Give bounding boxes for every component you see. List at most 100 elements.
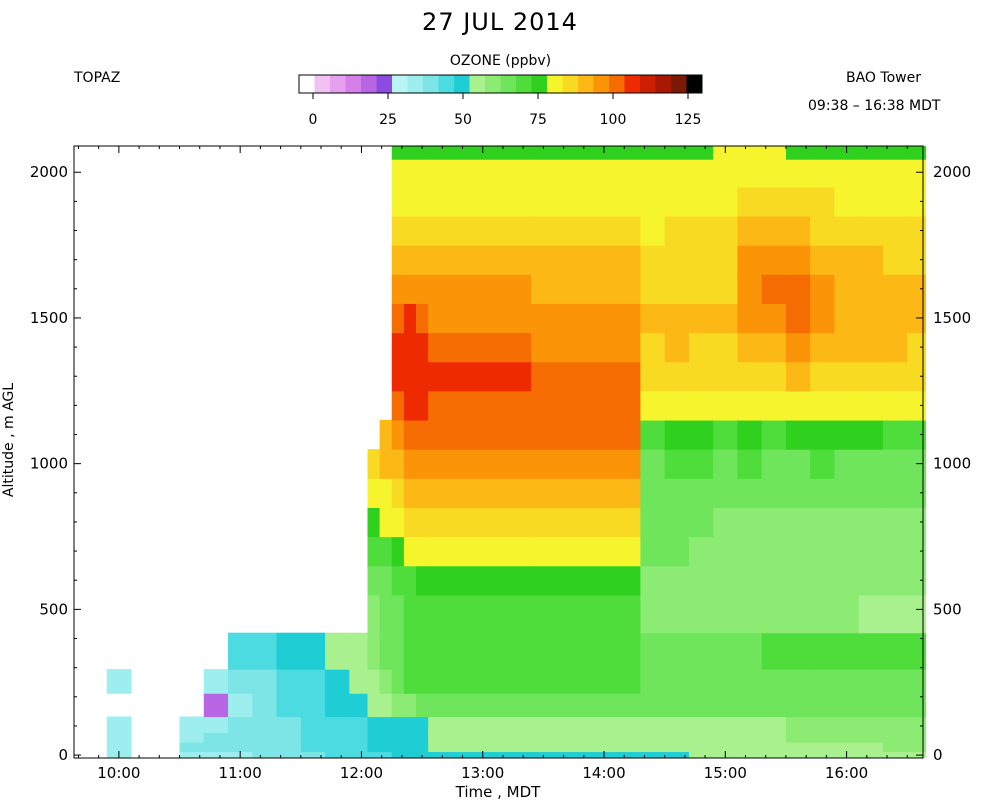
heatmap-cell: [688, 449, 714, 479]
heatmap-cell: [858, 565, 884, 596]
heatmap-cell: [403, 565, 417, 596]
heatmap-cell: [907, 186, 927, 217]
heatmap-cell: [367, 732, 381, 743]
heatmap-cell: [882, 215, 908, 246]
x-tick-label: 13:00: [461, 764, 504, 782]
heatmap-cell: [391, 390, 405, 421]
heatmap-cell: [761, 303, 787, 334]
heatmap-cell: [664, 594, 690, 634]
heatmap-cell: [882, 594, 908, 634]
heatmap-cell: [761, 361, 787, 392]
heatmap-cell: [416, 449, 429, 479]
heatmap-cell: [640, 332, 666, 363]
heatmap-cell: [252, 732, 278, 743]
heatmap-cell: [737, 632, 763, 670]
heatmap-cell: [688, 361, 714, 392]
heatmap-cell: [761, 186, 787, 217]
colorbar-swatch: [655, 75, 672, 93]
heatmap-cell: [403, 361, 417, 392]
heatmap-cell: [640, 632, 666, 670]
colorbar-tick-label: 100: [600, 112, 627, 128]
heatmap-cell: [640, 669, 666, 694]
heatmap-cell: [858, 478, 884, 508]
heatmap-cell: [416, 594, 429, 634]
heatmap-cell: [810, 361, 836, 392]
heatmap-cell: [428, 507, 532, 538]
heatmap-cell: [403, 332, 417, 363]
heatmap-cell: [203, 751, 229, 759]
colorbar-swatch: [454, 75, 470, 93]
heatmap-cell: [640, 303, 666, 334]
heatmap-cell: [228, 669, 253, 694]
heatmap-cell: [179, 741, 205, 753]
plot-frame: [73, 145, 924, 759]
heatmap-cell: [810, 146, 836, 160]
heatmap-cell: [907, 478, 927, 508]
heatmap-cell: [391, 215, 405, 246]
heatmap-cell: [761, 632, 787, 670]
heatmap-cell: [882, 507, 908, 538]
colorbar-swatch: [686, 75, 703, 93]
heatmap-cell: [640, 146, 666, 160]
heatmap-cell: [391, 361, 405, 392]
heatmap-cell: [367, 449, 381, 479]
heatmap-cell: [325, 751, 350, 759]
heatmap-cell: [834, 332, 860, 363]
x-tick-label: 12:00: [340, 764, 383, 782]
heatmap-cell: [325, 693, 350, 718]
heatmap-cell: [428, 478, 532, 508]
heatmap-cell: [664, 390, 690, 421]
heatmap-cell: [640, 751, 666, 759]
heatmap-cell: [349, 693, 369, 718]
heatmap-cell: [810, 390, 836, 421]
colorbar-swatch: [299, 75, 315, 93]
heatmap-cell: [713, 716, 739, 734]
heatmap-cell: [785, 594, 811, 634]
heatmap-cell: [179, 716, 205, 734]
heatmap-cell: [228, 732, 253, 743]
x-tick-label: 16:00: [825, 764, 868, 782]
heatmap-cell: [428, 716, 532, 734]
heatmap-cell: [640, 478, 666, 508]
heatmap-cell: [785, 507, 811, 538]
heatmap-cell: [664, 186, 690, 217]
colorbar-swatch: [407, 75, 424, 93]
heatmap-cell: [664, 741, 690, 753]
heatmap-cell: [761, 693, 787, 718]
heatmap-cell: [688, 507, 714, 538]
heatmap-cell: [276, 751, 302, 759]
heatmap-cell: [907, 361, 927, 392]
heatmap-cell: [810, 159, 836, 188]
heatmap-cell: [428, 390, 532, 421]
heatmap-cell: [761, 751, 787, 759]
heatmap-cell: [737, 536, 763, 567]
heatmap-cell: [713, 186, 739, 217]
colorbar-tick-label: 75: [529, 112, 547, 128]
heatmap-cell: [228, 632, 253, 670]
colorbar-swatch: [640, 75, 656, 93]
y-tick-label-left: 0: [58, 746, 68, 764]
y-tick-label-right: 500: [933, 600, 962, 618]
heatmap-cell: [664, 274, 690, 304]
heatmap-cell: [688, 146, 714, 160]
heatmap-cell: [531, 245, 642, 275]
heatmap-cell: [531, 303, 642, 334]
heatmap-cell: [300, 716, 326, 734]
heatmap-cell: [785, 732, 811, 743]
heatmap-cell: [276, 732, 302, 743]
heatmap-cell: [858, 390, 884, 421]
colorbar-swatch: [547, 75, 563, 93]
heatmap-cell: [416, 245, 429, 275]
heatmap-cell: [858, 186, 884, 217]
heatmap-cell: [810, 632, 836, 670]
heatmap-cell: [785, 632, 811, 670]
heatmap-cell: [737, 146, 763, 160]
heatmap-cell: [428, 449, 532, 479]
heatmap-cell: [403, 716, 417, 734]
heatmap-cell: [531, 751, 642, 759]
heatmap-cell: [761, 669, 787, 694]
heatmap-cell: [834, 632, 860, 670]
heatmap-cell: [391, 303, 405, 334]
heatmap-cell: [907, 536, 927, 567]
heatmap-cell: [531, 669, 642, 694]
